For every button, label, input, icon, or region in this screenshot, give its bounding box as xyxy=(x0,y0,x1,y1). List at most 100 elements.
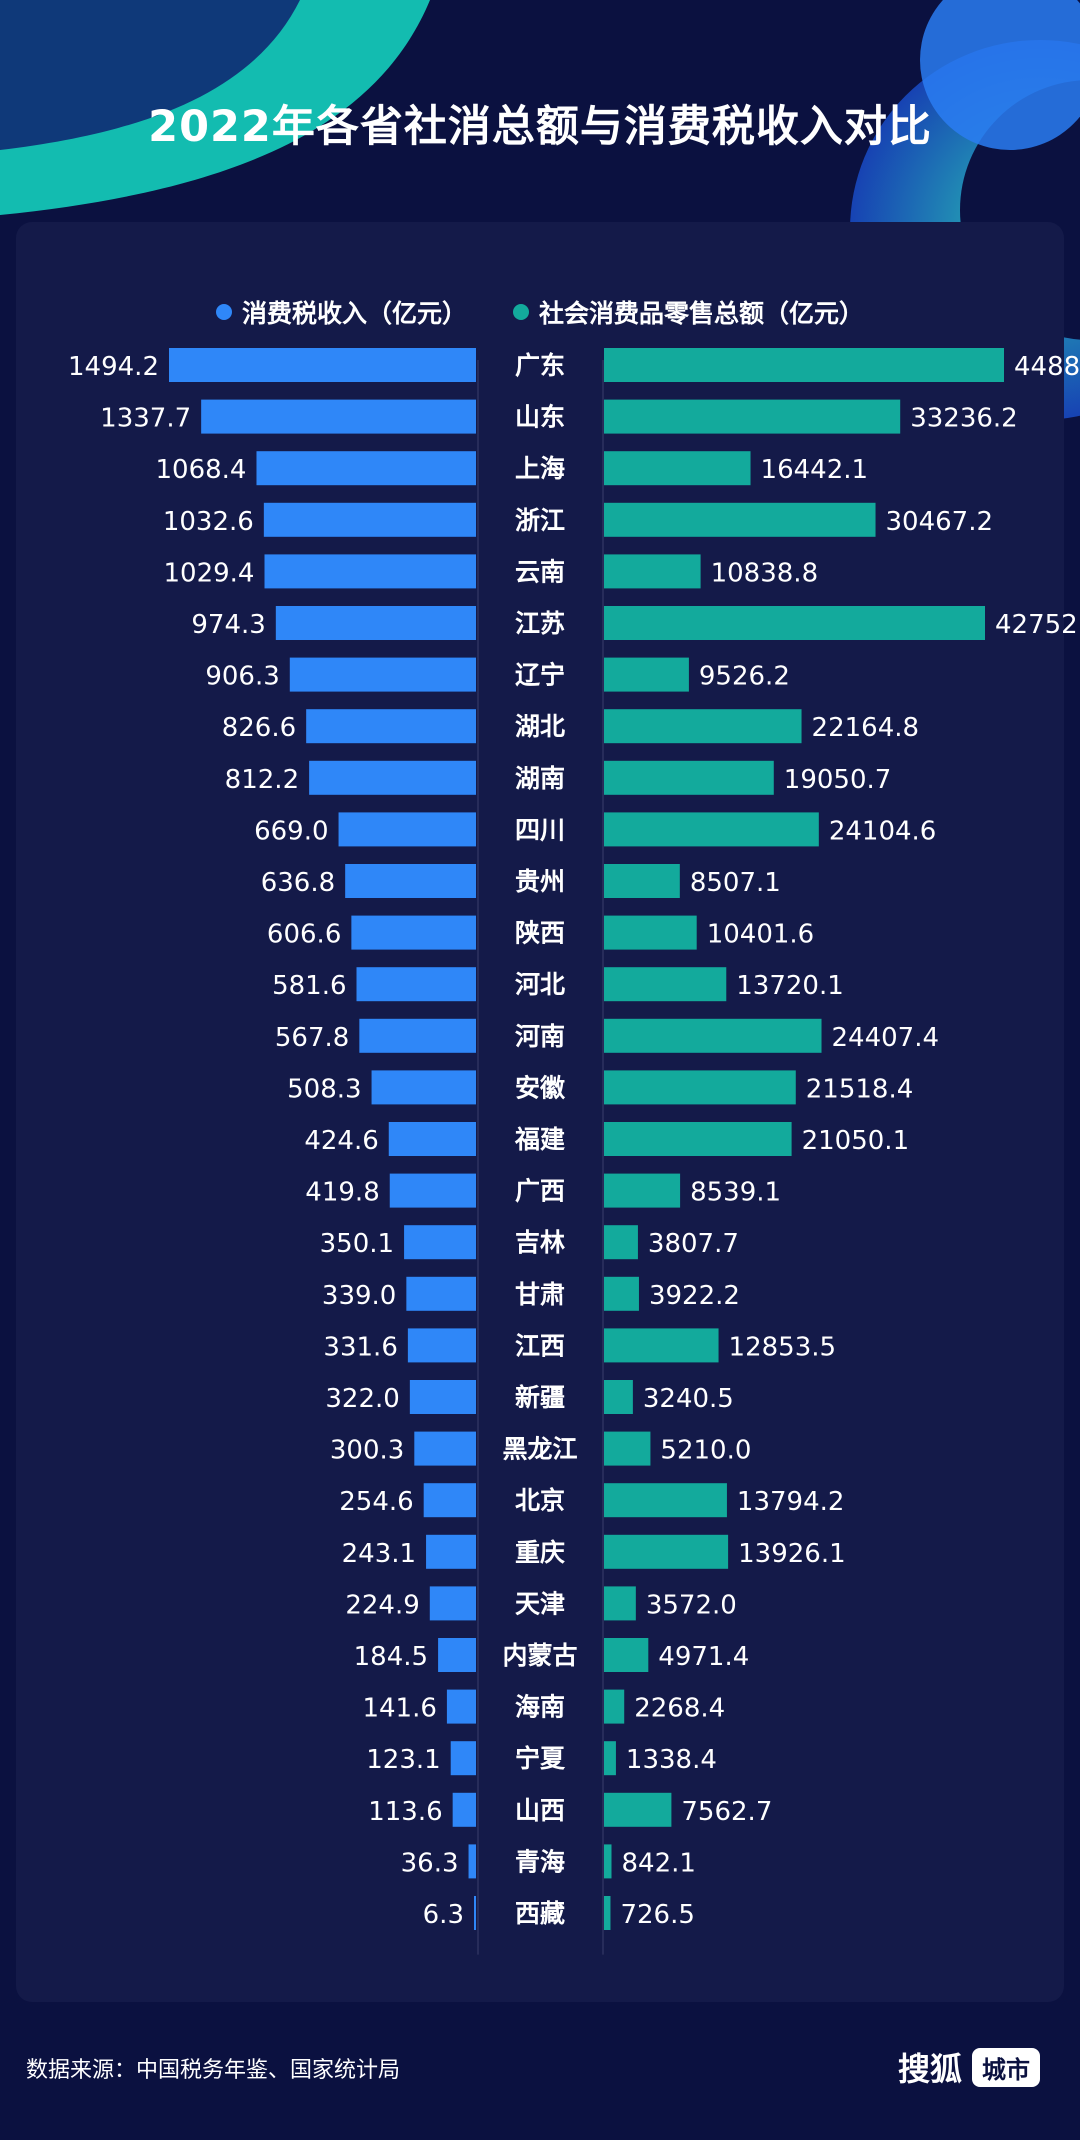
bar-retail xyxy=(604,1896,611,1930)
bar-tax xyxy=(388,1122,476,1156)
chart-panel xyxy=(16,222,1064,2002)
data-label-retail: 21518.4 xyxy=(806,1074,914,1104)
bar-tax xyxy=(389,1173,476,1208)
bar-tax xyxy=(256,451,476,486)
data-label-tax: 812.2 xyxy=(225,765,299,795)
data-label-retail: 12853.5 xyxy=(729,1332,837,1362)
data-label-retail: 10401.6 xyxy=(707,920,815,950)
bar-tax xyxy=(438,1638,476,1672)
bar-retail xyxy=(604,1380,633,1414)
bar-tax xyxy=(309,760,476,795)
category-label: 河南 xyxy=(515,1022,565,1051)
bar-retail xyxy=(604,1018,822,1053)
data-label-tax: 339.0 xyxy=(322,1281,396,1311)
bar-tax xyxy=(169,348,476,382)
data-label-tax: 508.3 xyxy=(287,1074,361,1104)
data-label-retail: 24407.4 xyxy=(832,1023,940,1053)
data-label-tax: 424.6 xyxy=(304,1126,378,1156)
bar-tax xyxy=(409,1380,476,1414)
category-label: 甘肃 xyxy=(515,1280,565,1309)
bar-retail xyxy=(604,812,819,847)
data-label-tax: 974.3 xyxy=(191,610,265,640)
data-label-tax: 419.8 xyxy=(305,1178,379,1208)
data-label-tax: 184.5 xyxy=(354,1642,428,1672)
data-label-retail: 8539.1 xyxy=(690,1178,781,1208)
data-label-retail: 22164.8 xyxy=(812,713,920,743)
diverging-bar-chart: 1494.2 广东 44882.9 1337.7 山东 33236.2 1068.4 上海 16… xyxy=(68,348,1080,1955)
bar-tax xyxy=(338,812,476,847)
category-label: 山东 xyxy=(515,403,565,432)
category-label: 西藏 xyxy=(515,1899,565,1928)
data-label-tax: 254.6 xyxy=(339,1487,413,1517)
legend-item-retail: 社会消费品零售总额（亿元） xyxy=(513,294,864,330)
bar-retail xyxy=(604,709,802,744)
category-label: 浙江 xyxy=(515,506,565,535)
bar-retail xyxy=(604,1070,796,1105)
data-label-retail: 44882.9 xyxy=(1014,352,1080,382)
data-label-tax: 669.0 xyxy=(254,816,328,846)
bar-retail xyxy=(604,657,689,692)
bar-tax xyxy=(474,1896,476,1930)
data-label-tax: 300.3 xyxy=(330,1436,404,1466)
data-label-tax: 826.6 xyxy=(222,713,296,743)
bar-tax xyxy=(446,1689,476,1724)
data-label-tax: 243.1 xyxy=(342,1539,416,1569)
data-label-tax: 636.8 xyxy=(261,868,335,898)
category-label: 天津 xyxy=(515,1589,565,1618)
legend-label-retail: 社会消费品零售总额（亿元） xyxy=(539,299,865,328)
data-label-retail: 7562.7 xyxy=(681,1797,772,1827)
data-label-tax: 123.1 xyxy=(366,1745,440,1775)
data-label-tax: 606.6 xyxy=(267,920,341,950)
data-label-retail: 3922.2 xyxy=(649,1281,740,1311)
data-label-tax: 1337.7 xyxy=(100,404,191,434)
data-label-retail: 726.5 xyxy=(620,1900,694,1930)
data-label-tax: 906.3 xyxy=(205,662,279,692)
category-label: 上海 xyxy=(515,454,565,483)
bar-retail xyxy=(604,1689,625,1724)
category-label: 陕西 xyxy=(515,919,565,948)
data-label-retail: 42752.1 xyxy=(995,610,1080,640)
bar-retail xyxy=(604,606,986,640)
category-label: 青海 xyxy=(515,1847,565,1876)
bar-retail xyxy=(604,348,1004,382)
bar-retail xyxy=(604,1122,792,1156)
data-label-retail: 33236.2 xyxy=(910,404,1018,434)
bar-tax xyxy=(468,1844,476,1879)
data-label-retail: 4971.4 xyxy=(658,1642,749,1672)
data-label-retail: 3807.7 xyxy=(648,1229,739,1259)
bar-retail xyxy=(604,1638,649,1672)
data-label-retail: 3240.5 xyxy=(643,1384,734,1414)
legend-dot-tax-icon xyxy=(215,304,232,320)
category-label: 辽宁 xyxy=(515,661,565,690)
category-label: 贵州 xyxy=(515,867,565,896)
data-label-tax: 6.3 xyxy=(423,1900,464,1930)
data-label-tax: 322.0 xyxy=(325,1384,399,1414)
bar-retail xyxy=(604,451,751,486)
bar-retail xyxy=(604,864,680,898)
data-label-tax: 1494.2 xyxy=(68,352,159,382)
bar-retail xyxy=(604,1276,639,1311)
data-label-tax: 581.6 xyxy=(272,971,346,1001)
data-label-retail: 9526.2 xyxy=(699,662,790,692)
data-label-tax: 567.8 xyxy=(275,1023,349,1053)
bar-tax xyxy=(275,606,476,640)
data-label-retail: 16442.1 xyxy=(761,455,869,485)
data-label-retail: 24104.6 xyxy=(829,816,937,846)
category-label: 江苏 xyxy=(515,609,565,638)
category-label: 黑龙江 xyxy=(502,1435,577,1464)
bar-tax xyxy=(345,864,476,898)
bar-tax xyxy=(407,1328,476,1363)
data-label-retail: 21050.1 xyxy=(802,1126,910,1156)
bar-retail xyxy=(604,1225,638,1260)
bar-tax xyxy=(371,1070,476,1105)
bar-retail xyxy=(604,399,901,434)
bar-retail xyxy=(604,1586,636,1621)
data-label-retail: 5210.0 xyxy=(660,1436,751,1466)
category-label: 云南 xyxy=(515,557,565,586)
bar-tax xyxy=(406,1276,476,1311)
chart-legend: 消费税收入（亿元） 社会消费品零售总额（亿元） xyxy=(0,294,1080,330)
bar-tax xyxy=(263,502,476,537)
category-label: 吉林 xyxy=(515,1228,565,1257)
category-label: 山西 xyxy=(515,1796,565,1825)
data-label-tax: 113.6 xyxy=(368,1797,442,1827)
